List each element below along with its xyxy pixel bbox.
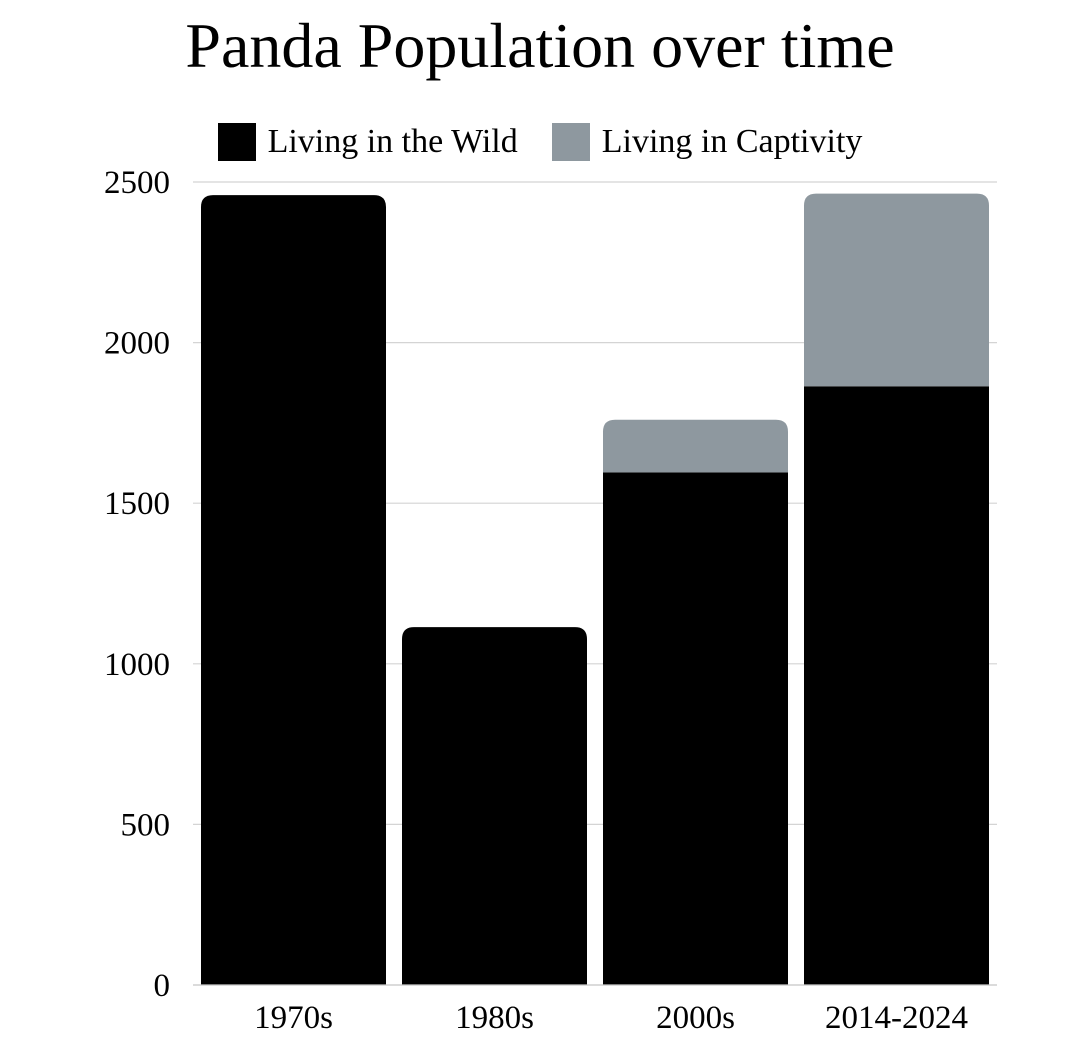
y-tick-label: 2000 <box>104 326 170 362</box>
bar-wild <box>804 386 989 985</box>
y-tick-label: 500 <box>121 807 171 843</box>
legend-item-captivity: Living in Captivity <box>551 122 863 162</box>
y-tick-label: 1500 <box>104 486 170 522</box>
legend: Living in the Wild Living in Captivity <box>0 118 1080 166</box>
x-tick-label: 2014-2024 <box>825 1000 968 1036</box>
legend-label-captivity: Living in Captivity <box>601 123 863 160</box>
x-tick-label: 2000s <box>656 1000 735 1036</box>
bar-captivity <box>804 193 989 387</box>
legend-label-wild: Living in the Wild <box>267 123 518 160</box>
y-tick-label: 0 <box>154 968 171 1004</box>
x-tick-label: 1980s <box>455 1000 534 1036</box>
bar-captivity <box>603 419 788 473</box>
y-tick-label: 1000 <box>104 647 170 683</box>
bar-wild <box>603 472 788 985</box>
bar-wild <box>402 627 587 985</box>
x-tick-label: 1970s <box>254 1000 333 1036</box>
y-tick-label: 2500 <box>104 165 170 201</box>
legend-swatch-captivity <box>551 123 590 161</box>
legend-item-wild: Living in the Wild <box>217 122 518 162</box>
bar-wild <box>201 195 386 986</box>
chart-title: Panda Population over time <box>185 10 895 81</box>
legend-swatch-wild <box>217 123 256 161</box>
